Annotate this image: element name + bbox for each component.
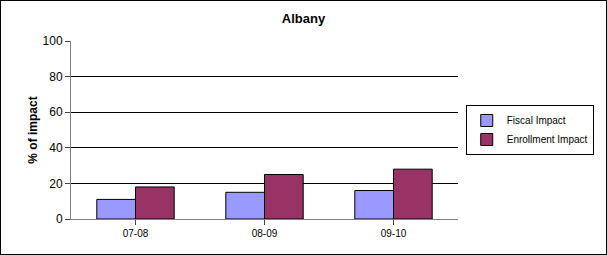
svg-text:Albany: Albany — [282, 11, 326, 26]
svg-text:08-09: 08-09 — [252, 228, 278, 239]
svg-text:09-10: 09-10 — [381, 228, 407, 239]
svg-text:Enrollment Impact: Enrollment Impact — [507, 134, 588, 145]
svg-text:100: 100 — [43, 34, 63, 48]
svg-text:07-08: 07-08 — [123, 228, 149, 239]
svg-text:0: 0 — [56, 212, 63, 226]
svg-text:80: 80 — [49, 70, 63, 84]
svg-text:Fiscal Impact: Fiscal Impact — [507, 115, 566, 126]
svg-text:% of impact: % of impact — [26, 96, 40, 163]
svg-text:60: 60 — [49, 105, 63, 119]
svg-text:40: 40 — [49, 141, 63, 155]
svg-text:20: 20 — [49, 177, 63, 191]
